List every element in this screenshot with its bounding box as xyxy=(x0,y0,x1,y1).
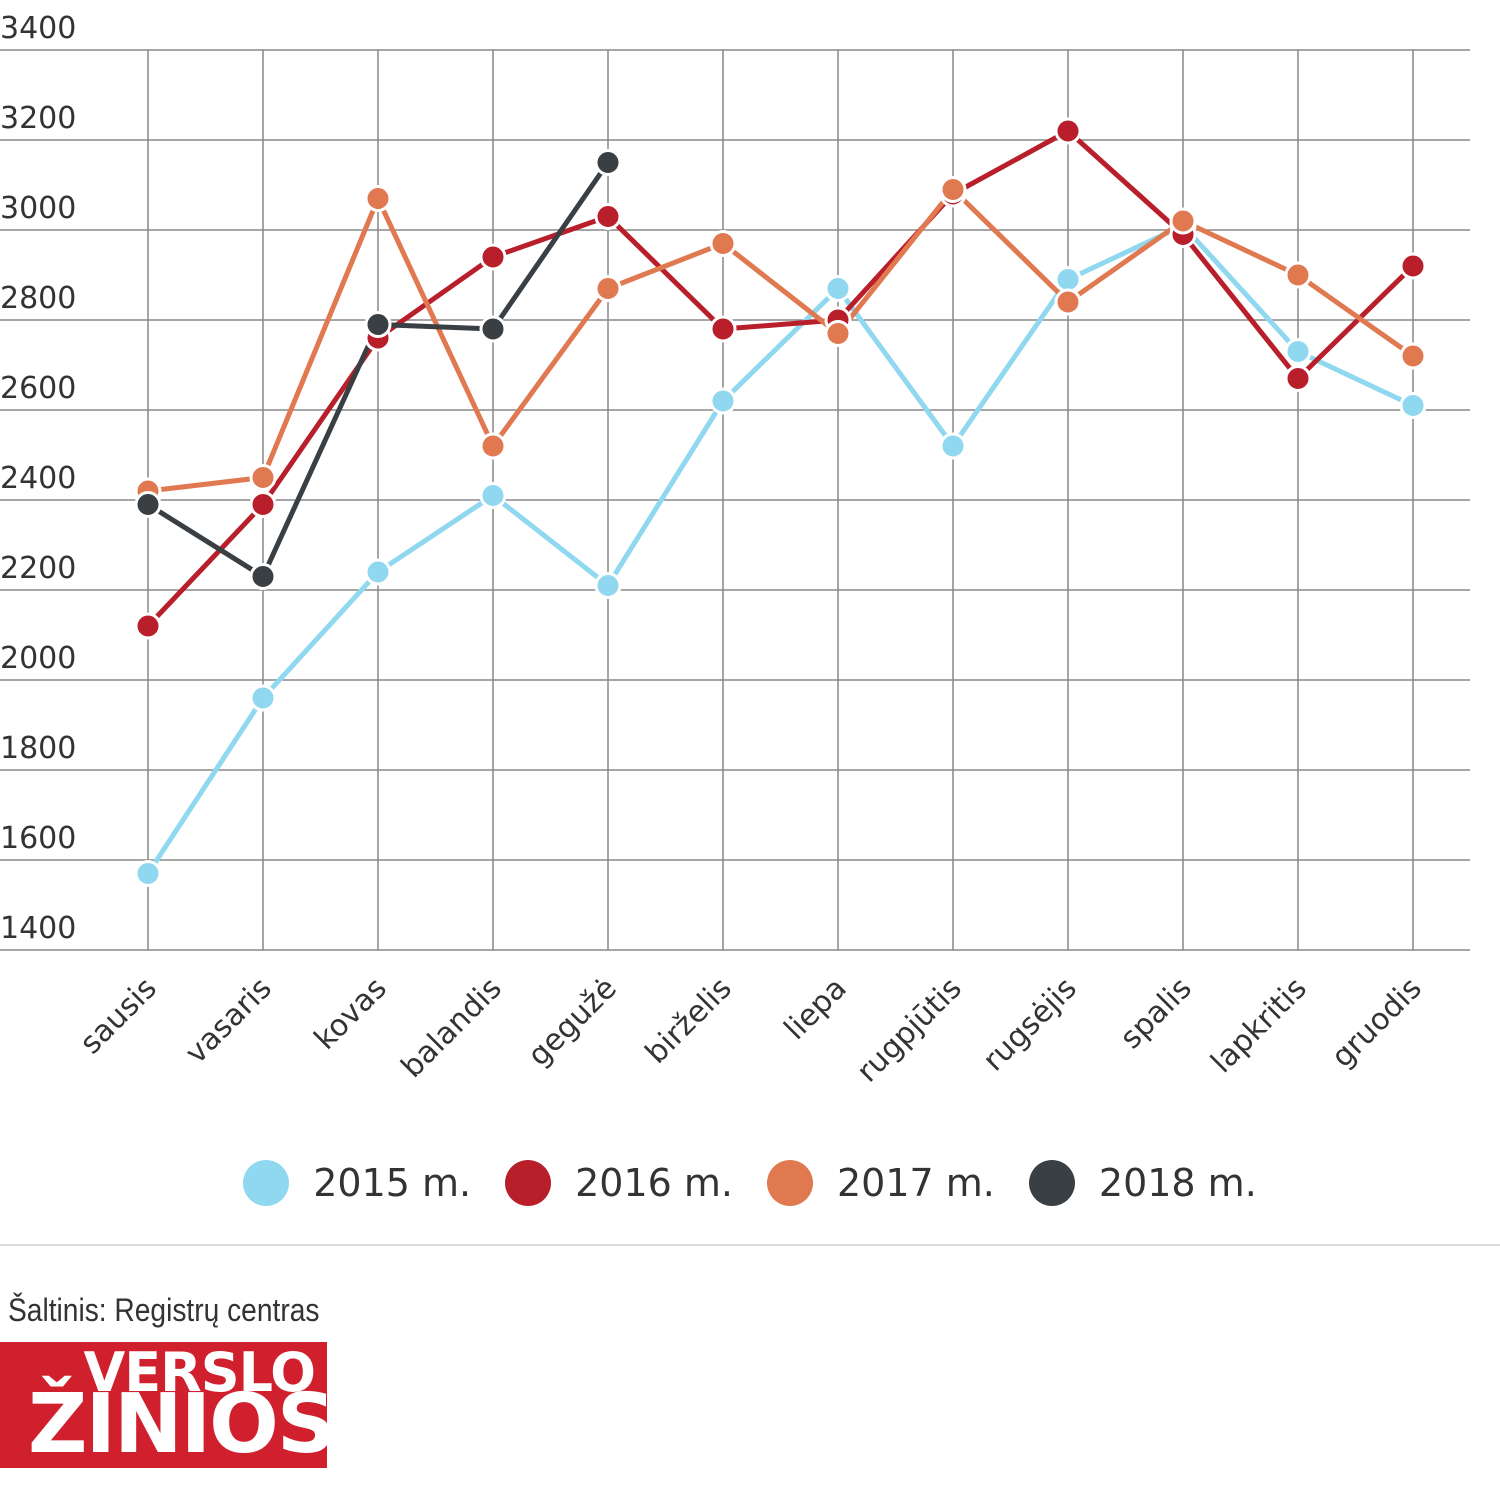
legend-label-2016: 2016 m. xyxy=(575,1161,733,1205)
x-tick-label: sausis xyxy=(73,971,163,1061)
series-points xyxy=(134,117,1427,887)
data-point-0 xyxy=(479,482,507,509)
x-tick-label: balandis xyxy=(395,971,509,1085)
x-tick-label: vasaris xyxy=(179,971,279,1071)
y-tick-label: 2200 xyxy=(0,551,76,586)
x-tick-label: kovas xyxy=(308,971,394,1057)
data-point-0 xyxy=(824,275,852,302)
data-point-0 xyxy=(594,572,622,599)
chart-grid xyxy=(0,49,1470,951)
data-point-2 xyxy=(364,185,392,212)
data-point-0 xyxy=(1054,266,1082,293)
logo-line-1: VERSLO xyxy=(83,1341,316,1404)
data-point-1 xyxy=(1399,252,1427,280)
data-point-3 xyxy=(594,149,622,176)
data-point-3 xyxy=(249,563,277,590)
series-lines xyxy=(145,128,1415,875)
data-point-1 xyxy=(1054,117,1082,145)
y-tick-label: 2000 xyxy=(0,641,76,676)
legend-swatch-2018 xyxy=(1028,1160,1075,1206)
legend-swatch-2015 xyxy=(243,1160,290,1206)
data-point-1 xyxy=(1284,365,1312,392)
x-tick-label: gegužė xyxy=(521,971,623,1073)
data-point-0 xyxy=(134,860,162,887)
series-line-1 xyxy=(146,128,1415,628)
y-tick-label: 3000 xyxy=(0,191,76,226)
data-point-2 xyxy=(479,432,507,460)
series-line-2 xyxy=(147,187,1415,494)
data-point-2 xyxy=(1399,342,1427,370)
data-point-0 xyxy=(1284,338,1312,365)
data-point-2 xyxy=(594,275,622,302)
data-point-2 xyxy=(1284,261,1312,289)
data-point-3 xyxy=(364,311,392,338)
legend-label-2018: 2018 m. xyxy=(1098,1161,1257,1205)
data-point-1 xyxy=(709,315,737,343)
publisher-logo: VERSLO ŽINIOS xyxy=(0,1341,336,1468)
legend-label-2017: 2017 m. xyxy=(837,1161,995,1205)
data-point-3 xyxy=(134,491,162,518)
data-point-1 xyxy=(134,612,162,640)
data-point-2 xyxy=(1169,207,1197,235)
data-point-0 xyxy=(939,432,967,460)
footer-divider xyxy=(0,1244,1500,1246)
source-note: Šaltinis: Registrų centras xyxy=(8,1292,320,1328)
y-tick-label: 2400 xyxy=(0,461,76,496)
legend-item-2015: 2015 m. xyxy=(243,1160,471,1206)
x-tick-label: rugsėjis xyxy=(976,971,1083,1078)
x-tick-label: gruodis xyxy=(1325,971,1429,1075)
series-line-0 xyxy=(145,223,1415,875)
y-tick-label: 1400 xyxy=(0,911,76,946)
data-point-2 xyxy=(1054,288,1082,316)
x-tick-label: lapkritis xyxy=(1204,971,1313,1080)
legend-item-2016: 2016 m. xyxy=(505,1160,733,1206)
data-point-3 xyxy=(479,315,507,343)
data-point-0 xyxy=(1399,392,1427,419)
legend-swatch-2017 xyxy=(767,1160,813,1206)
x-tick-label: birželis xyxy=(639,971,739,1071)
legend-item-2017: 2017 m. xyxy=(767,1160,995,1206)
data-point-1 xyxy=(249,491,277,518)
x-tick-label: rugpjūtis xyxy=(850,971,968,1089)
chart-legend: 2015 m. 2016 m. 2017 m. 2018 m. xyxy=(0,1160,1500,1206)
y-tick-label: 2800 xyxy=(0,281,76,316)
data-point-0 xyxy=(709,387,737,415)
data-point-2 xyxy=(249,464,277,491)
x-axis-ticks: sausis vasaris kovas balandis gegužė birželis… xyxy=(73,971,1428,1089)
y-axis-ticks: 3400 3200 3000 2800 2600 2400 2200 2000 1800 1600… xyxy=(0,11,76,946)
data-point-0 xyxy=(364,558,392,586)
y-tick-label: 1800 xyxy=(0,731,76,766)
legend-swatch-2016 xyxy=(505,1160,552,1206)
data-point-1 xyxy=(594,203,622,230)
y-tick-label: 3200 xyxy=(0,101,76,136)
legend-item-2018: 2018 m. xyxy=(1028,1160,1257,1206)
data-point-2 xyxy=(939,176,967,203)
data-point-1 xyxy=(479,243,507,271)
y-tick-label: 2600 xyxy=(0,371,76,406)
y-tick-label: 1600 xyxy=(0,821,76,856)
legend-label-2015: 2015 m. xyxy=(313,1161,472,1205)
y-tick-label: 3400 xyxy=(0,11,76,46)
data-point-2 xyxy=(709,230,737,257)
data-point-2 xyxy=(824,320,852,347)
data-point-0 xyxy=(249,684,277,712)
line-chart: 3400 3200 3000 2800 2600 2400 2200 2000 1800 1600… xyxy=(0,11,1470,1089)
x-tick-label: liepa xyxy=(778,971,854,1047)
logo-line-2: ŽINIOS xyxy=(28,1377,336,1472)
x-tick-label: spalis xyxy=(1114,971,1199,1056)
